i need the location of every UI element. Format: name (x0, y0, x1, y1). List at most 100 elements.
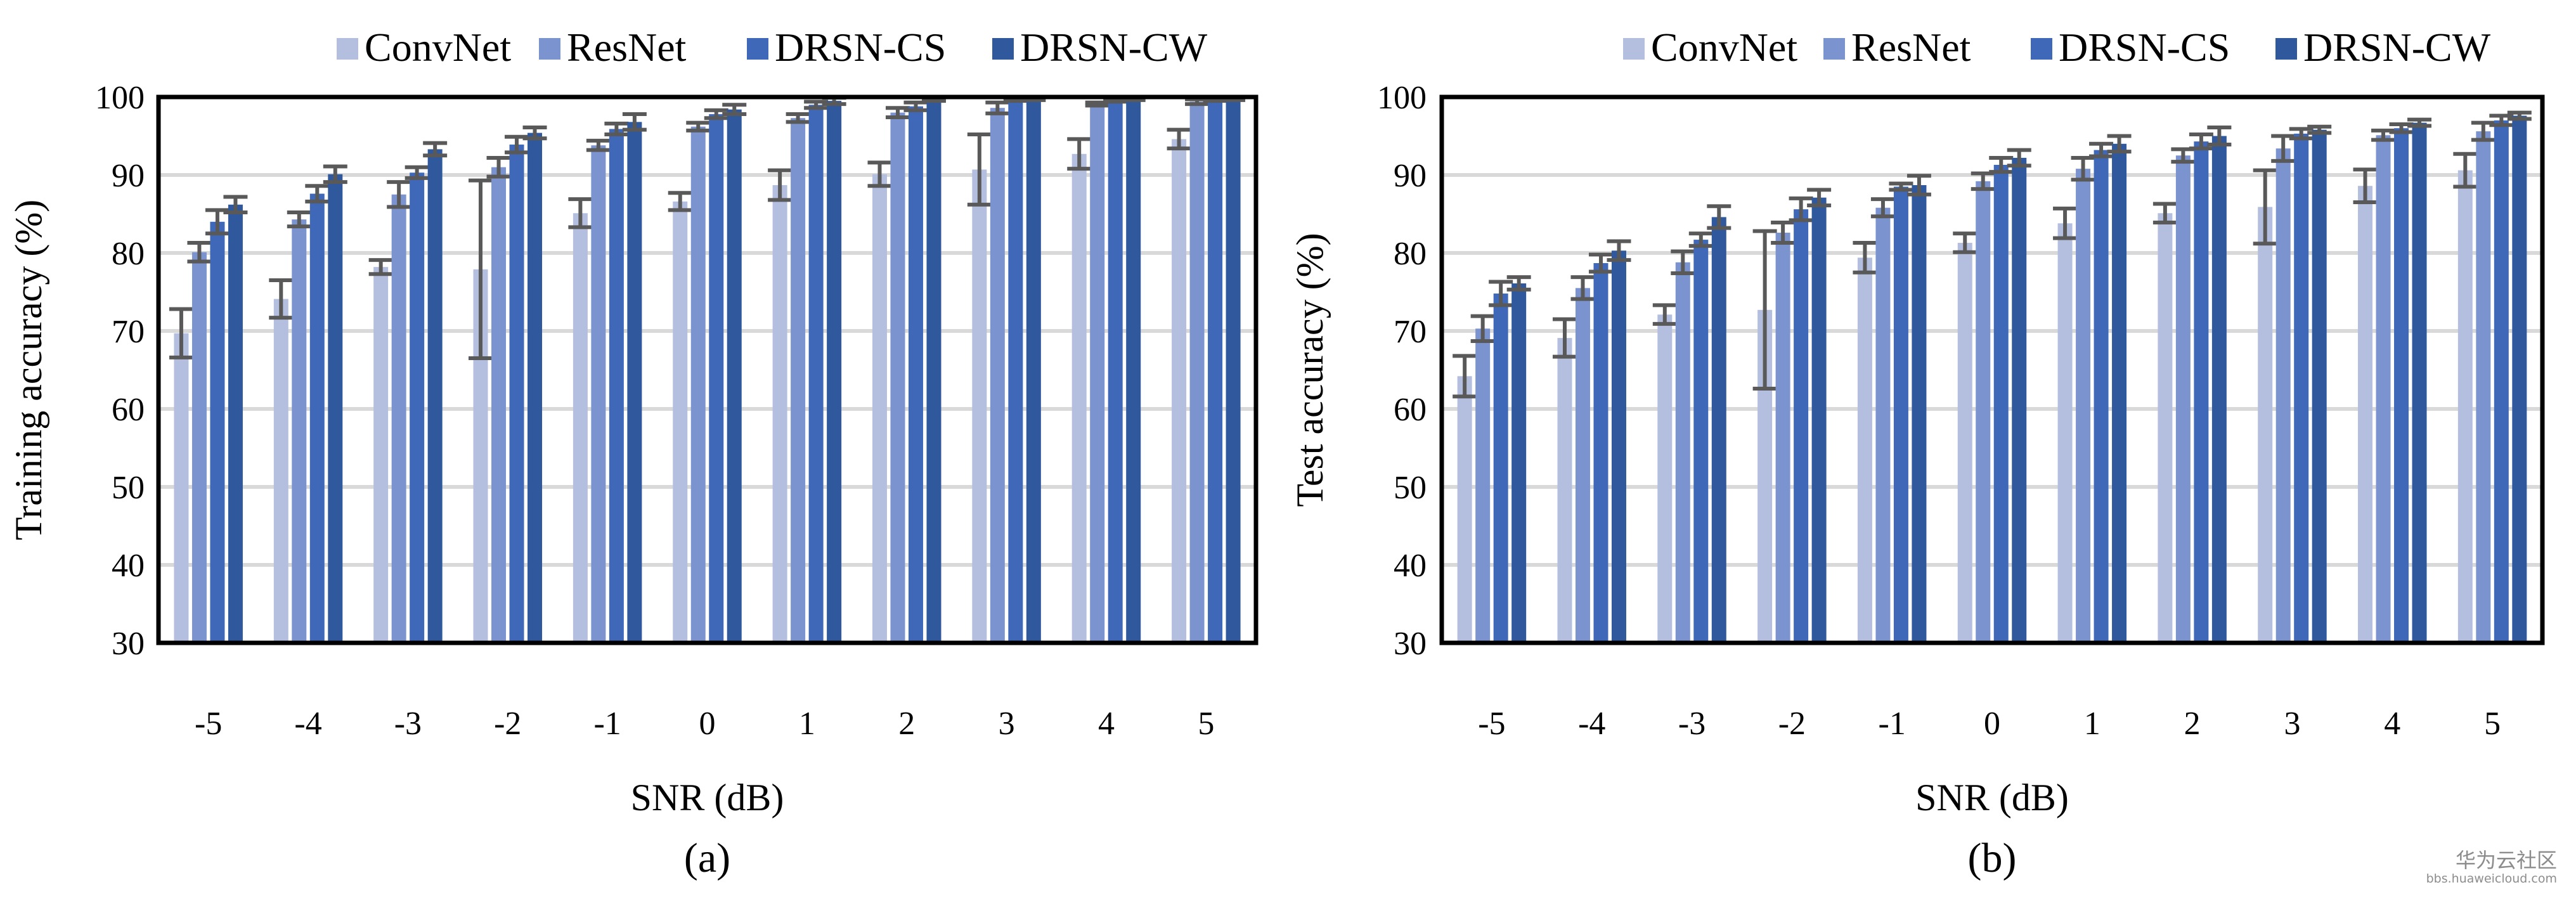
bar-drsn-cs (210, 221, 225, 643)
error-bar (305, 184, 330, 204)
error-bar (1906, 174, 1931, 197)
bar-drsn-cw (328, 174, 343, 643)
error-bar (405, 165, 429, 180)
error-bar (469, 178, 493, 361)
y-tick-label: 100 (95, 80, 145, 116)
bar-resnet (591, 145, 606, 643)
bar-convnet (573, 213, 588, 643)
y-tick-label: 70 (1394, 314, 1427, 350)
error-bar (1989, 155, 2014, 174)
bar-resnet (1976, 181, 1991, 644)
error-bar (604, 121, 629, 137)
error-bar (2189, 133, 2213, 151)
bar-resnet (1675, 262, 1690, 643)
error-bar (586, 138, 611, 152)
bar-resnet (1475, 328, 1491, 643)
bar-drsn-cw (2312, 129, 2327, 643)
bar-drsn-cw (1711, 217, 1726, 643)
y-tick-label: 60 (1394, 392, 1427, 428)
bar-convnet (1857, 257, 1872, 643)
y-tick-label: 80 (1394, 236, 1427, 272)
error-bar (1889, 181, 1913, 192)
bar-convnet (1457, 376, 1472, 643)
error-bar (1688, 231, 1713, 248)
error-bar (486, 155, 511, 179)
x-tick-label: -2 (1778, 706, 1806, 742)
bar-drsn-cs (2094, 150, 2109, 643)
bar-convnet (2358, 186, 2373, 644)
legend-item: ConvNet (1623, 25, 1797, 70)
error-bar (2007, 148, 2031, 168)
error-bar (1752, 229, 1777, 391)
plot-frame (156, 94, 1259, 645)
bar-resnet (1090, 104, 1105, 643)
legend-label: DRSN-CW (2303, 25, 2491, 70)
error-bar (704, 108, 728, 120)
bar-resnet (791, 118, 806, 643)
legend: ConvNet ResNet DRSN-CS DRSN-CW (1623, 25, 2491, 70)
x-tick-label: 2 (898, 706, 915, 742)
bar-convnet (1957, 243, 1972, 643)
bar-resnet (890, 112, 905, 644)
error-bar (768, 168, 793, 202)
chart-panel-a: 30 40 50 60 70 80 90 100 -5 -4 -3 -2 -1 0 1 2 3 4 5 SNR (dB… (8, 25, 1259, 881)
bar-drsn-cs (2194, 141, 2209, 644)
legend-swatch (1623, 38, 1645, 60)
x-tick-label: 3 (2284, 706, 2300, 742)
legend-item: DRSN-CS (2031, 25, 2230, 70)
error-bar (1671, 249, 1695, 275)
y-tick-label: 50 (1394, 470, 1427, 506)
error-bar (1789, 196, 1813, 223)
bar-resnet (2275, 148, 2291, 643)
error-bar (2053, 206, 2078, 240)
bar-convnet (2158, 213, 2173, 643)
error-bar (2289, 127, 2314, 141)
bar-convnet (872, 174, 887, 643)
legend-item: ResNet (1823, 25, 1971, 70)
bar-resnet (191, 252, 207, 643)
bar-convnet (1172, 139, 1187, 644)
bar-drsn-cs (410, 172, 425, 643)
x-tick-label: -5 (195, 706, 222, 742)
y-tick-label: 50 (112, 470, 145, 506)
legend-label: ResNet (567, 25, 687, 70)
y-tick-label: 80 (112, 236, 145, 272)
error-bar (1470, 314, 1495, 343)
y-tick-label: 60 (112, 392, 145, 428)
bar-resnet (1875, 207, 1891, 643)
bar-drsn-cw (926, 99, 942, 643)
bar-convnet (673, 201, 688, 643)
bar-drsn-cs (2394, 128, 2409, 643)
bar-drsn-cs (1493, 293, 1508, 644)
x-tick-label: -4 (1578, 706, 1605, 742)
panel-label: (a) (684, 835, 730, 881)
error-bar (985, 100, 1010, 115)
x-tick-label: -5 (1478, 706, 1505, 742)
legend-swatch (2031, 38, 2052, 60)
error-bar (786, 112, 810, 124)
bar-drsn-cs (609, 129, 624, 643)
x-tick-label: 1 (799, 706, 815, 742)
x-tick-label: 2 (2184, 706, 2201, 742)
bar-drsn-cw (727, 109, 742, 643)
error-bar (686, 120, 711, 133)
x-tick-label: 5 (2484, 706, 2501, 742)
bar-convnet (373, 267, 389, 643)
x-tick-label: 0 (1984, 706, 2000, 742)
error-bar (2353, 167, 2378, 205)
bar-drsn-cs (2294, 133, 2309, 643)
legend-item: ResNet (539, 25, 687, 70)
x-tick-label: 4 (2384, 706, 2400, 742)
bar-drsn-cw (2112, 143, 2127, 644)
error-bar (967, 133, 992, 207)
x-tick-label: 4 (1098, 706, 1115, 742)
bar-convnet (174, 333, 189, 643)
error-bar (1453, 354, 1477, 399)
bar-drsn-cw (2211, 136, 2227, 643)
error-bar (1607, 239, 1631, 262)
error-bar (223, 195, 248, 215)
legend-label: DRSN-CW (1020, 25, 1208, 70)
error-bar (368, 258, 393, 276)
bar-drsn-cw (1026, 98, 1041, 643)
bar-convnet (2457, 170, 2473, 643)
